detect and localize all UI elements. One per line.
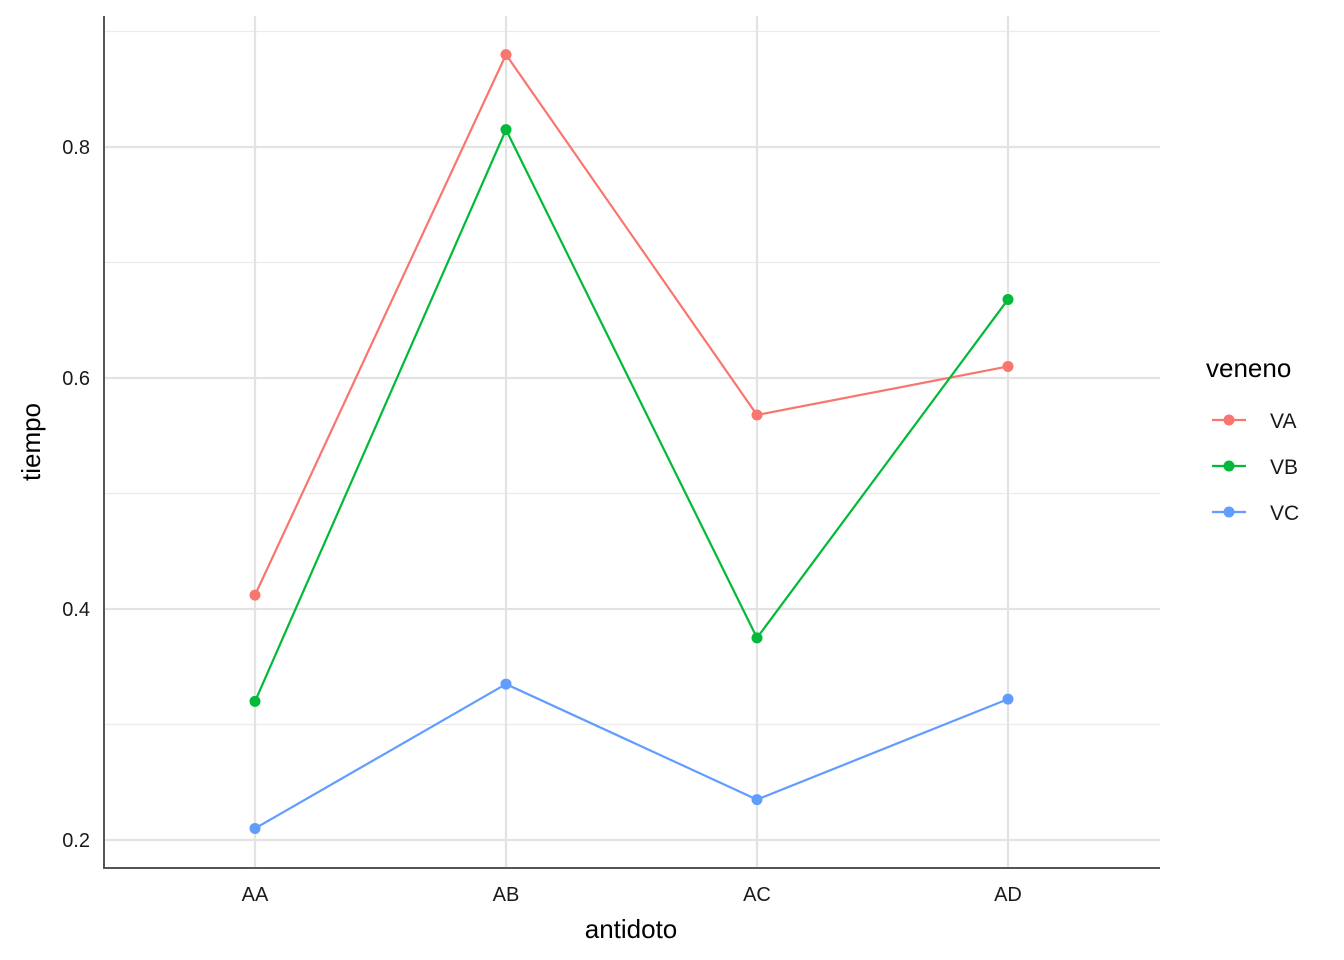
data-point-vc [500, 678, 512, 690]
legend-label: VA [1270, 410, 1296, 433]
legend-title: veneno [1206, 353, 1291, 383]
y-tick-label: 0.8 [62, 137, 90, 159]
x-tick-label: AC [743, 884, 771, 906]
data-point-vc [249, 822, 261, 834]
legend: veneno VA VB VC [1206, 353, 1299, 525]
x-axis-title: antidoto [585, 914, 678, 944]
series-lines [253, 53, 1009, 830]
y-axis-title: tiempo [16, 403, 46, 481]
data-point-va [249, 589, 261, 601]
data-point-vb [249, 695, 261, 707]
x-tick-labels: AA AB AC AD [242, 884, 1022, 906]
data-point-va [751, 409, 763, 421]
major-gridlines [104, 16, 1160, 868]
y-tick-label: 0.2 [62, 830, 90, 852]
data-point-vb [500, 124, 512, 136]
data-point-va [500, 49, 512, 61]
data-point-vc [751, 794, 763, 806]
minor-gridlines [104, 30, 1160, 726]
data-point-vc [1002, 693, 1014, 705]
y-tick-label: 0.6 [62, 368, 90, 390]
x-tick-label: AB [493, 884, 520, 906]
data-point-va [1002, 360, 1014, 372]
axes [103, 16, 1160, 869]
legend-key-point [1223, 506, 1235, 518]
legend-label: VB [1270, 456, 1298, 479]
y-tick-label: 0.4 [62, 599, 90, 621]
legend-key-point [1223, 460, 1235, 472]
legend-items: VA VB VC [1212, 410, 1299, 525]
series-line-va [254, 53, 1009, 596]
data-point-vb [1002, 293, 1014, 305]
y-tick-labels: 0.2 0.4 0.6 0.8 [62, 137, 90, 852]
legend-label: VC [1270, 502, 1299, 525]
series-line-vc [254, 682, 1009, 830]
data-point-vb [751, 632, 763, 644]
x-tick-label: AA [242, 884, 269, 906]
series-line-vb [253, 128, 1009, 702]
x-tick-label: AD [994, 884, 1022, 906]
legend-key-point [1223, 414, 1235, 426]
series-points [249, 49, 1014, 834]
